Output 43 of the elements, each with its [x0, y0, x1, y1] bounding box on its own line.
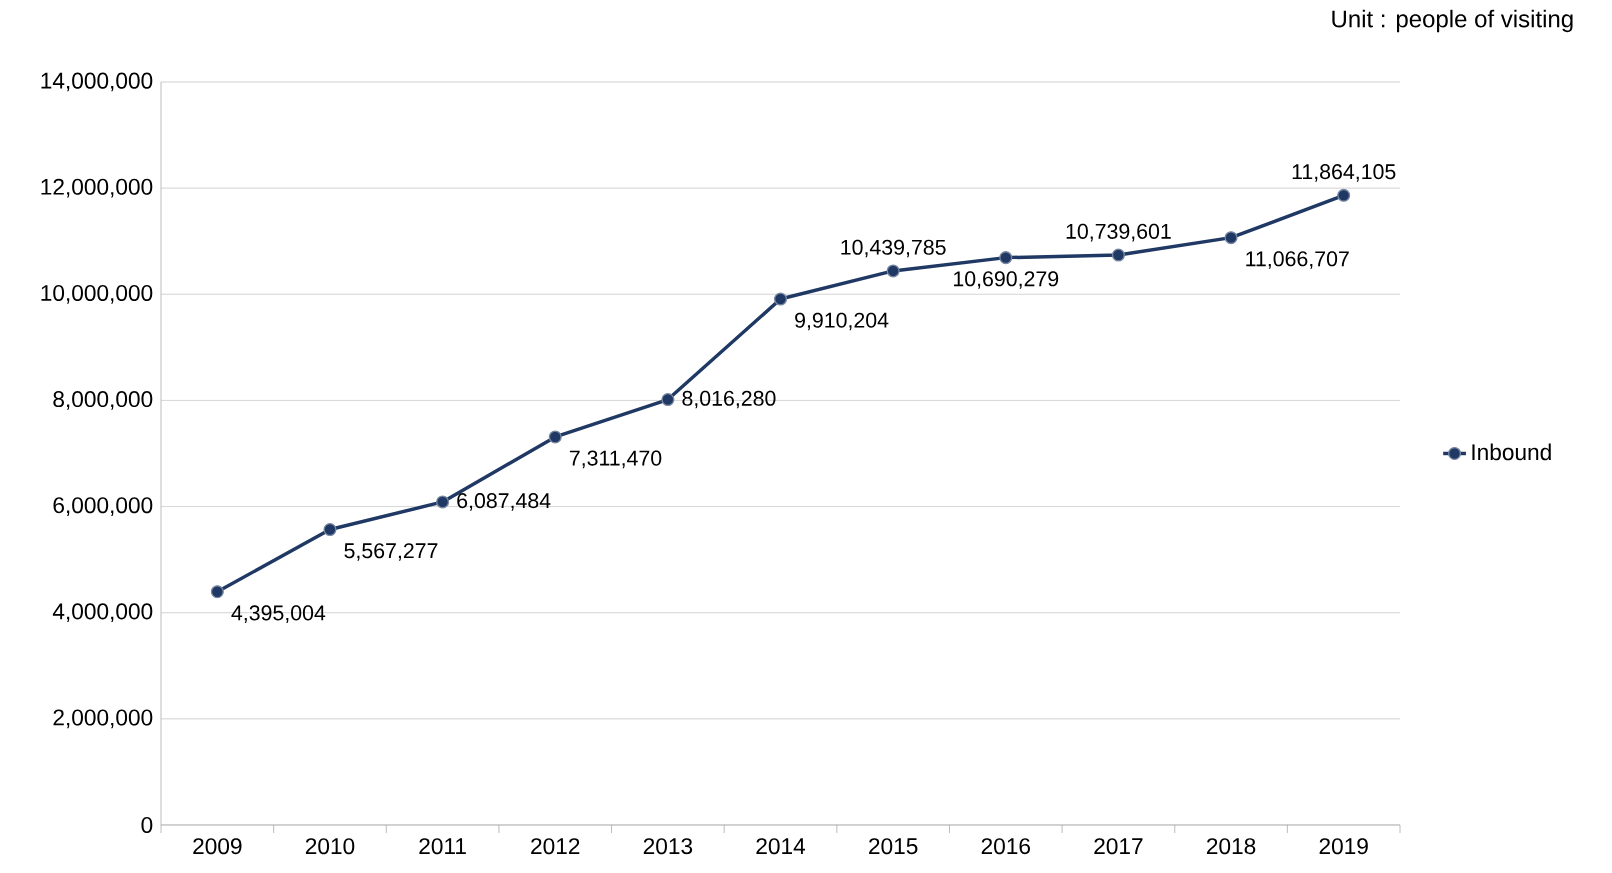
data-label: 5,567,277 — [344, 543, 438, 561]
data-label: 9,910,204 — [795, 312, 889, 331]
x-tick-label: 2011 — [419, 838, 466, 855]
data-label: 7,311,470 — [569, 450, 662, 469]
legend-label: Inbound — [1472, 443, 1551, 461]
data-label: 11,864,105 — [1292, 164, 1396, 182]
point — [548, 430, 562, 444]
x-tick-label: 2019 — [1319, 838, 1368, 855]
point — [1224, 231, 1238, 245]
point — [1111, 248, 1125, 262]
data-label: 10,690,279 — [954, 271, 1059, 289]
y-tick-label: 8,000,000 — [53, 391, 153, 410]
text: Unit : people of visiting — [1332, 9, 1573, 33]
point — [436, 495, 450, 509]
y-tick-label: 0 — [141, 816, 153, 834]
x-tick-label: 2016 — [981, 838, 1030, 855]
x-tick-label: 2013 — [643, 838, 693, 855]
data-label: 4,395,004 — [231, 605, 326, 623]
x-tick-label: 2014 — [756, 838, 806, 855]
x-tick-label: 2009 — [193, 838, 242, 855]
x-tick-label: 2012 — [531, 838, 580, 855]
point — [323, 522, 337, 537]
data-label: 10,439,785 — [841, 239, 946, 258]
x-tick-label: 2017 — [1094, 838, 1143, 855]
x-tick-label: 2010 — [305, 838, 355, 855]
data-label: 10,739,601 — [1066, 223, 1171, 242]
point — [773, 292, 788, 306]
y-tick-label: 4,000,000 — [52, 603, 153, 623]
point — [661, 393, 675, 407]
point — [210, 585, 224, 599]
point — [886, 264, 900, 278]
y-tick-label: 10,000,000 — [41, 284, 153, 304]
point — [1337, 188, 1351, 202]
y-tick-label: 14,000,000 — [41, 72, 153, 92]
point — [999, 251, 1013, 265]
x-tick-label: 2018 — [1206, 838, 1256, 855]
y-tick-label: 6,000,000 — [53, 497, 153, 516]
data-label: 11,066,707 — [1246, 251, 1349, 269]
data-label: 6,087,484 — [457, 493, 551, 511]
x-tick-label: 2015 — [869, 838, 918, 855]
y-tick-label: 12,000,000 — [41, 178, 153, 198]
y-tick-label: 2,000,000 — [53, 709, 153, 729]
data-label: 8,016,280 — [682, 390, 776, 409]
